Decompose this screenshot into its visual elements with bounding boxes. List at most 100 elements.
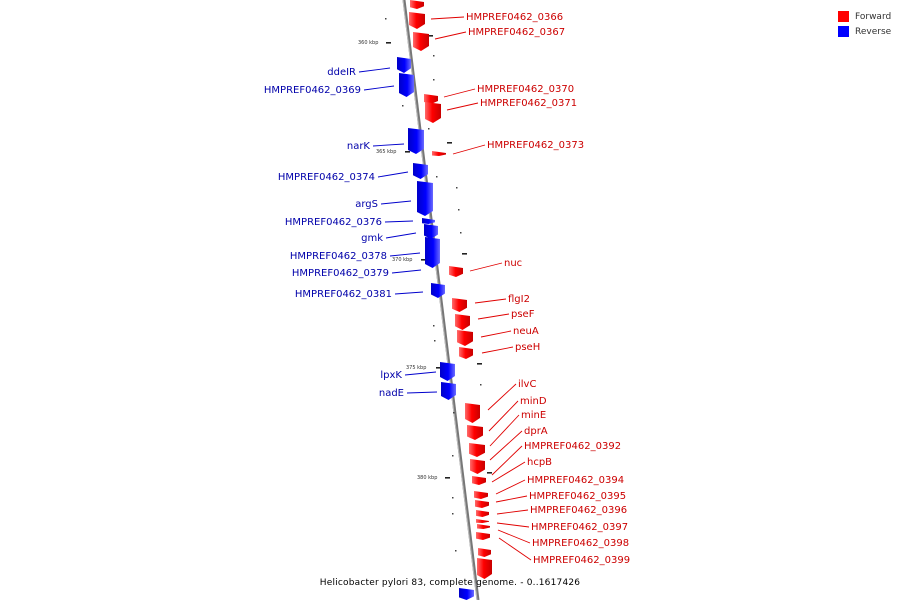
forward-gene-block — [459, 347, 473, 359]
reverse-gene-label: HMPREF0462_0369 — [264, 85, 361, 96]
tick-dot — [458, 209, 460, 211]
forward-gene-label: HMPREF0462_0367 — [468, 27, 565, 38]
reverse-leader-line — [391, 269, 422, 274]
scale-tick — [386, 42, 391, 44]
reverse-gene-label: ddeIR — [327, 67, 356, 78]
forward-leader-line — [496, 522, 530, 528]
reverse-leader-line — [380, 200, 412, 205]
reverse-gene-label: HMPREF0462_0376 — [285, 217, 382, 228]
forward-gene-label: HMPREF0462_0395 — [529, 491, 626, 502]
forward-gene-label: neuA — [513, 326, 539, 337]
forward-gene-label: minD — [520, 396, 547, 407]
forward-leader-line — [495, 479, 526, 495]
tick-dot — [433, 55, 435, 57]
genome-axis-shade — [402, 0, 478, 600]
scale-label: 370 kbp — [392, 257, 412, 263]
reverse-gene-block — [425, 237, 440, 268]
forward-gene-block — [474, 491, 488, 499]
forward-leader-line — [477, 313, 510, 320]
forward-swatch — [838, 11, 849, 22]
forward-leader-line — [489, 414, 520, 447]
tick-dot — [452, 455, 454, 457]
forward-gene-label: HMPREF0462_0373 — [487, 140, 584, 151]
forward-gene-block — [472, 476, 486, 485]
forward-gene-label: HMPREF0462_0370 — [477, 84, 574, 95]
forward-gene-label: ilvC — [518, 379, 536, 390]
forward-gene-block — [457, 330, 473, 346]
scale-tick — [436, 367, 441, 369]
reverse-gene-label: HMPREF0462_0381 — [295, 289, 392, 300]
reverse-leader-line — [394, 291, 424, 295]
tick-dot — [433, 79, 435, 81]
tick-dot — [402, 105, 404, 107]
reverse-gene-block — [397, 57, 411, 73]
reverse-leader-line — [385, 232, 417, 239]
forward-leader-line — [446, 102, 479, 111]
forward-gene-block — [449, 266, 463, 277]
forward-leader-line — [498, 537, 532, 561]
forward-leader-line — [474, 298, 507, 304]
forward-gene-block — [478, 548, 491, 557]
reverse-leader-line — [406, 391, 438, 394]
forward-gene-label: pseH — [515, 342, 540, 353]
reverse-gene-block — [422, 218, 435, 224]
forward-gene-label: minE — [521, 410, 546, 421]
forward-gene-block — [455, 314, 470, 330]
forward-gene-block — [476, 532, 490, 540]
forward-gene-label: HMPREF0462_0366 — [466, 12, 563, 23]
reverse-gene-block — [399, 73, 414, 97]
gene-end-tick — [462, 253, 467, 255]
reverse-gene-label: HMPREF0462_0374 — [278, 172, 375, 183]
forward-leader-line — [491, 461, 526, 483]
forward-leader-line — [497, 529, 531, 544]
legend-forward: Forward — [838, 9, 898, 24]
forward-gene-label: nuc — [504, 258, 522, 269]
reverse-gene-label: narK — [347, 141, 371, 152]
tick-dot — [480, 384, 482, 386]
forward-gene-block — [452, 298, 467, 312]
forward-gene-block — [477, 524, 490, 529]
tick-dot — [455, 550, 457, 552]
forward-gene-block — [467, 425, 483, 440]
forward-leader-line — [496, 509, 529, 515]
reverse-gene-label: argS — [355, 199, 378, 210]
reverse-gene-block — [459, 588, 474, 600]
forward-gene-label: HMPREF0462_0392 — [524, 441, 621, 452]
forward-leader-line — [452, 144, 486, 155]
tick-dot — [453, 412, 455, 414]
forward-gene-label: HMPREF0462_0398 — [532, 538, 629, 549]
scale-label: 380 kbp — [417, 475, 437, 481]
forward-leader-line — [434, 31, 467, 40]
tick-dot — [434, 340, 436, 342]
forward-leader-line — [491, 445, 523, 476]
forward-gene-block — [432, 151, 446, 156]
forward-leader-line — [443, 88, 476, 98]
reverse-swatch — [838, 26, 849, 37]
forward-gene-block — [409, 12, 425, 29]
gene-end-tick — [487, 472, 492, 474]
forward-leader-line — [469, 262, 503, 272]
forward-gene-label: hcpB — [527, 457, 552, 468]
scale-tick — [421, 259, 426, 261]
forward-label: Forward — [855, 11, 892, 22]
gene-end-tick — [447, 142, 452, 144]
forward-leader-line — [495, 495, 528, 503]
scale-label: 375 kbp — [406, 365, 426, 371]
tick-dot — [436, 176, 438, 178]
forward-gene-label: HMPREF0462_0396 — [530, 505, 627, 516]
reverse-leader-line — [389, 252, 421, 257]
tick-dot — [452, 513, 454, 515]
tick-dot — [452, 497, 454, 499]
scale-label: 365 kbp — [376, 149, 396, 155]
forward-leader-line — [430, 16, 465, 20]
forward-gene-label: HMPREF0462_0399 — [533, 555, 630, 566]
forward-gene-block — [470, 459, 485, 474]
scale-tick — [445, 477, 450, 479]
forward-gene-label: pseF — [511, 309, 535, 320]
legend-reverse: Reverse — [838, 24, 898, 39]
forward-gene-block — [476, 510, 489, 517]
tick-dot — [428, 128, 430, 130]
reverse-gene-block — [417, 181, 433, 216]
reverse-gene-block — [424, 224, 438, 239]
forward-gene-block — [465, 403, 480, 423]
